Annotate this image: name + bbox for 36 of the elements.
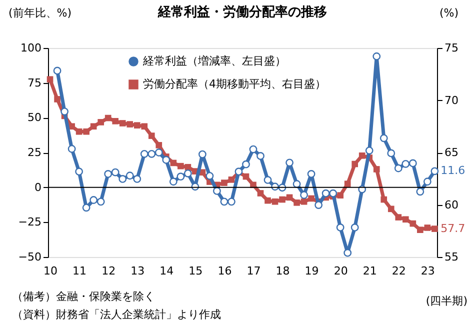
- y-axis-title: (前年比、%): [8, 6, 72, 20]
- y2-tick-label: 60: [444, 198, 458, 212]
- x-tick-label: 11: [72, 264, 87, 278]
- x-tick-label: 16: [218, 264, 232, 278]
- legend-label: 経常利益（増減率、左目盛）: [142, 54, 286, 68]
- y-tick-label: 75: [28, 76, 42, 90]
- x-tick-label: 21: [362, 264, 377, 278]
- x-tick-label: 20: [334, 264, 348, 278]
- text: （備考）金融・保険業を除く: [12, 290, 155, 303]
- x-tick-label: 22: [392, 264, 406, 278]
- y-tick-label: 25: [28, 146, 42, 159]
- y2-tick-label: 55: [444, 250, 458, 264]
- x-axis-title: (四半期): [426, 294, 468, 308]
- text: （資料）財務省「法人企業統計」より作成: [12, 308, 221, 321]
- y2-tick-label: 65: [444, 146, 458, 159]
- x-tick-label: 10: [44, 264, 58, 278]
- x-tick-label: 13: [130, 264, 145, 278]
- x-tick-label: 12: [102, 264, 116, 278]
- y-tick-label: −25: [18, 216, 42, 229]
- x-tick-label: 23: [420, 264, 435, 278]
- y2-tick-label: 70: [444, 94, 458, 107]
- y2-axis-title: (%): [440, 6, 459, 20]
- y-tick-label: 50: [28, 111, 42, 124]
- legend-label: 労働分配率（4期移動平均、右目盛）: [143, 78, 326, 90]
- data-label: 11.6: [440, 164, 466, 178]
- chart-title: 経常利益・労働分配率の推移: [157, 4, 327, 20]
- y-tick-label: 100: [20, 42, 42, 54]
- x-tick-label: 18: [276, 264, 290, 278]
- x-tick-label: 15: [188, 264, 203, 278]
- x-tick-label: 17: [246, 264, 261, 278]
- x-tick-label: 14: [160, 264, 174, 278]
- x-tick-label: 19: [304, 264, 319, 278]
- y2-tick-label: 75: [444, 42, 458, 54]
- y-tick-label: 0: [34, 180, 42, 194]
- y-tick-label: −50: [18, 250, 42, 264]
- data-label: 57.7: [440, 222, 466, 235]
